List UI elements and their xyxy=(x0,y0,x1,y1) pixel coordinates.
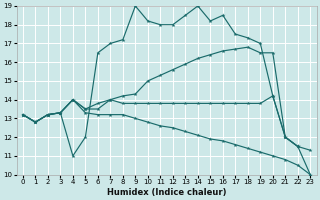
X-axis label: Humidex (Indice chaleur): Humidex (Indice chaleur) xyxy=(107,188,226,197)
